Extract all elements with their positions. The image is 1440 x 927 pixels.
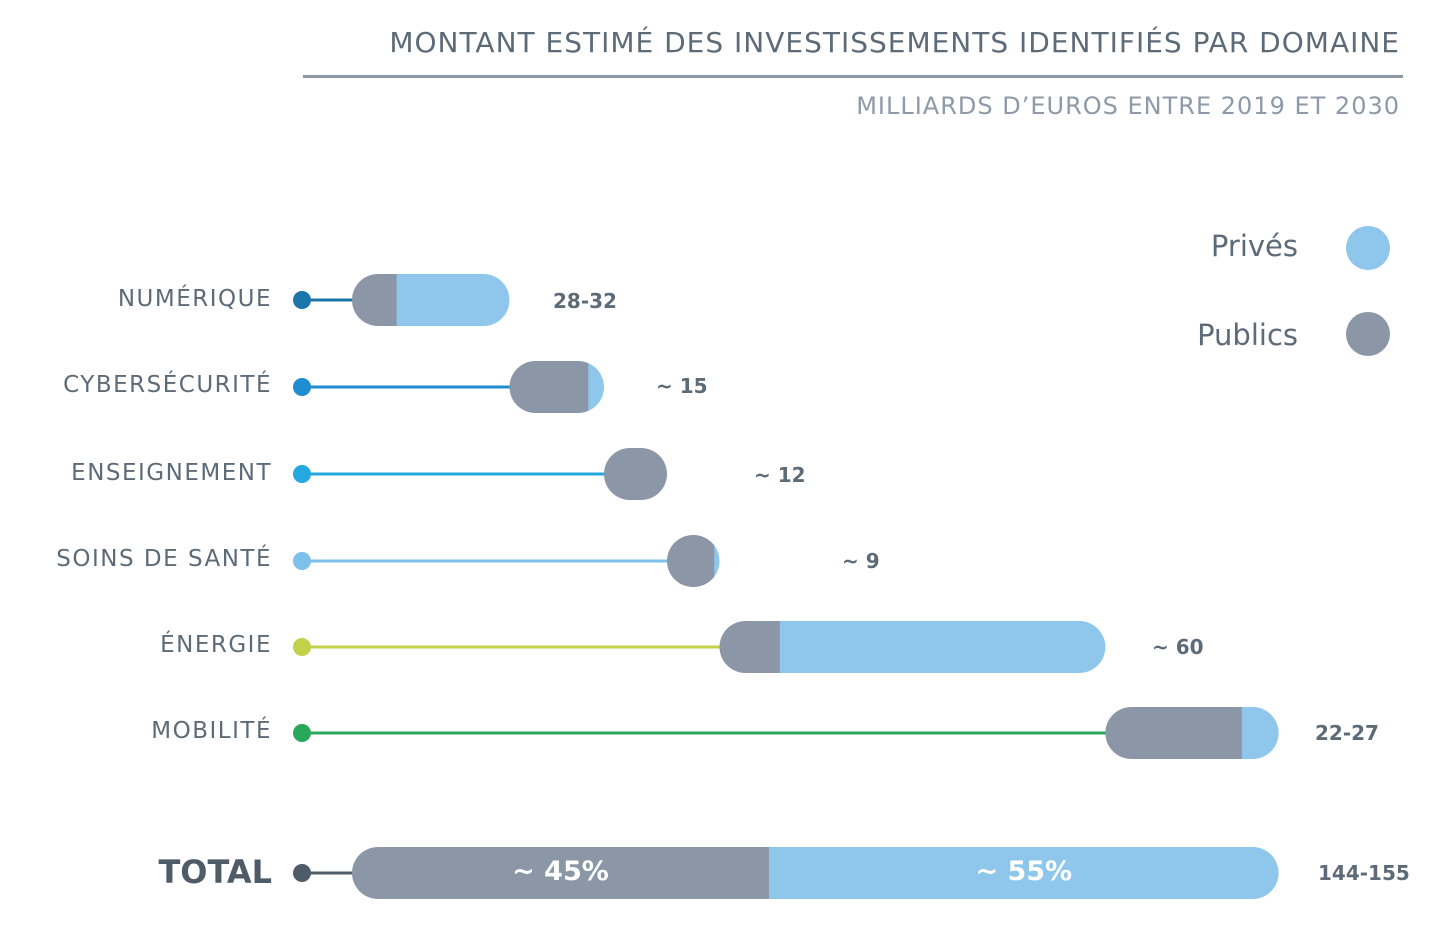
bar-total-prives [768, 847, 1279, 899]
title-divider [303, 75, 1403, 78]
total-share-label-prives: ~ 55% [975, 856, 1073, 887]
bar-publics-numerique [352, 274, 398, 326]
legend-label-publics: Publics [1197, 318, 1298, 352]
chart-title: MONTANT ESTIMÉ DES INVESTISSEMENTS IDENT… [389, 26, 1400, 59]
total-label: TOTAL [158, 853, 272, 891]
dot-soins-de-sante [293, 552, 311, 570]
value-label-soins-de-sante: ~ 9 [842, 549, 880, 573]
value-label-total: 144-155 [1318, 861, 1410, 885]
bar-prives-mobilite [1241, 707, 1279, 759]
category-label-mobilite: MOBILITÉ [151, 718, 272, 744]
bar-publics-cybersecurite [509, 361, 589, 413]
legend-swatch-prives [1346, 226, 1390, 270]
dot-energie [293, 638, 311, 656]
bar-prives-soins-de-sante [714, 535, 720, 587]
category-label-cybersecurite: CYBERSÉCURITÉ [63, 372, 272, 398]
bar-publics-energie [719, 621, 781, 673]
value-label-enseignement: ~ 12 [754, 463, 806, 487]
legend-swatch-publics [1346, 312, 1390, 356]
dot-enseignement [293, 465, 311, 483]
bar-publics-soins-de-sante [667, 535, 715, 587]
category-label-energie: ÉNERGIE [160, 632, 272, 658]
bar-prives-cybersecurite [588, 361, 604, 413]
dot-mobilite [293, 724, 311, 742]
bar-publics-enseignement [604, 448, 667, 500]
value-label-cybersecurite: ~ 15 [656, 374, 708, 398]
category-label-numerique: NUMÉRIQUE [117, 286, 272, 312]
dot-cybersecurite [293, 378, 311, 396]
dot-numerique [293, 291, 311, 309]
category-label-soins-de-sante: SOINS DE SANTÉ [56, 546, 272, 572]
dot-total [293, 864, 311, 882]
legend-label-prives: Privés [1210, 229, 1298, 263]
value-label-numerique: 28-32 [553, 289, 617, 313]
bar-prives-energie [779, 621, 1106, 673]
bar-prives-numerique [396, 274, 510, 326]
chart-subtitle: MILLIARDS D’EUROS ENTRE 2019 ET 2030 [856, 92, 1400, 120]
bar-total-publics [352, 847, 770, 899]
value-label-mobilite: 22-27 [1315, 721, 1379, 745]
category-label-enseignement: ENSEIGNEMENT [71, 460, 272, 486]
bar-publics-mobilite [1105, 707, 1243, 759]
value-label-energie: ~ 60 [1152, 635, 1204, 659]
total-share-label-publics: ~ 45% [512, 856, 609, 887]
